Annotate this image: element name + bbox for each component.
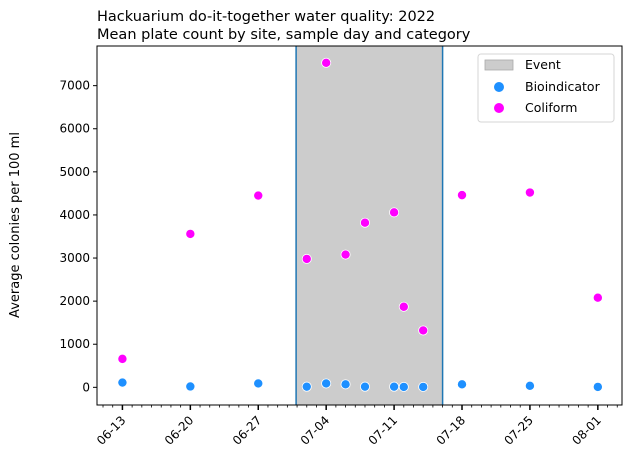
legend-coliform-marker bbox=[494, 103, 504, 113]
chart-title-line-2: Mean plate count by site, sample day and… bbox=[97, 27, 471, 43]
point-coliform bbox=[185, 228, 196, 239]
point-bioindicator bbox=[457, 379, 468, 390]
y-tick-label: 0 bbox=[82, 380, 90, 394]
legend: Event Bioindicator Coliform bbox=[477, 53, 615, 123]
point-bioindicator bbox=[524, 380, 535, 391]
y-tick-label: 1000 bbox=[59, 337, 90, 351]
x-tick-label: 07-04 bbox=[298, 413, 333, 448]
point-bioindicator bbox=[185, 381, 196, 392]
point-bioindicator bbox=[340, 379, 351, 390]
y-tick-label: 5000 bbox=[59, 165, 90, 179]
legend-event-label: Event bbox=[525, 57, 561, 72]
x-tick-label: 06-13 bbox=[94, 413, 129, 448]
point-bioindicator bbox=[398, 381, 409, 392]
plot-frame bbox=[96, 45, 623, 406]
point-coliform bbox=[457, 190, 468, 201]
x-tick-label: 07-18 bbox=[434, 413, 469, 448]
legend-event-swatch bbox=[484, 59, 514, 71]
point-coliform bbox=[359, 217, 370, 228]
point-coliform bbox=[524, 187, 535, 198]
point-bioindicator bbox=[418, 381, 429, 392]
y-tick-label: 4000 bbox=[59, 208, 90, 222]
point-coliform bbox=[340, 249, 351, 260]
point-coliform bbox=[321, 57, 332, 68]
x-tick-label: 06-20 bbox=[162, 413, 197, 448]
y-axis-label: Average colonies per 100 ml bbox=[8, 132, 23, 318]
point-bioindicator bbox=[117, 377, 128, 388]
y-axis-ticks: 0 1000 2000 3000 4000 5000 6000 7000 bbox=[59, 79, 97, 394]
point-bioindicator bbox=[389, 381, 400, 392]
y-tick-label: 6000 bbox=[59, 122, 90, 136]
x-tick-label: 07-11 bbox=[366, 413, 401, 448]
point-coliform bbox=[301, 253, 312, 264]
legend-coliform-label: Coliform bbox=[525, 100, 577, 115]
legend-frame bbox=[477, 53, 615, 123]
point-coliform bbox=[253, 190, 264, 201]
x-tick-label: 06-27 bbox=[230, 413, 265, 448]
x-axis-ticks: 06-13 06-20 06-27 07-04 07-11 07-18 07-25 08-01 bbox=[94, 405, 618, 448]
scatter-points bbox=[117, 57, 603, 392]
point-bioindicator bbox=[359, 381, 370, 392]
point-bioindicator bbox=[592, 381, 603, 392]
y-tick-label: 2000 bbox=[59, 294, 90, 308]
point-coliform bbox=[389, 207, 400, 218]
point-coliform bbox=[592, 292, 603, 303]
x-tick-label: 08-01 bbox=[569, 413, 604, 448]
legend-bioindicator-label: Bioindicator bbox=[525, 79, 601, 94]
point-bioindicator bbox=[321, 378, 332, 389]
y-tick-label: 7000 bbox=[59, 79, 90, 93]
point-coliform bbox=[418, 325, 429, 336]
event-band bbox=[296, 46, 443, 405]
chart-title-line-1: Hackuarium do-it-together water quality:… bbox=[97, 9, 435, 25]
event-layer bbox=[295, 46, 444, 405]
point-coliform bbox=[117, 353, 128, 364]
x-tick-label: 07-25 bbox=[501, 413, 536, 448]
point-bioindicator bbox=[253, 378, 264, 389]
y-tick-label: 3000 bbox=[59, 251, 90, 265]
point-bioindicator bbox=[301, 381, 312, 392]
legend-bioindicator-marker bbox=[494, 82, 504, 92]
point-coliform bbox=[398, 301, 409, 312]
